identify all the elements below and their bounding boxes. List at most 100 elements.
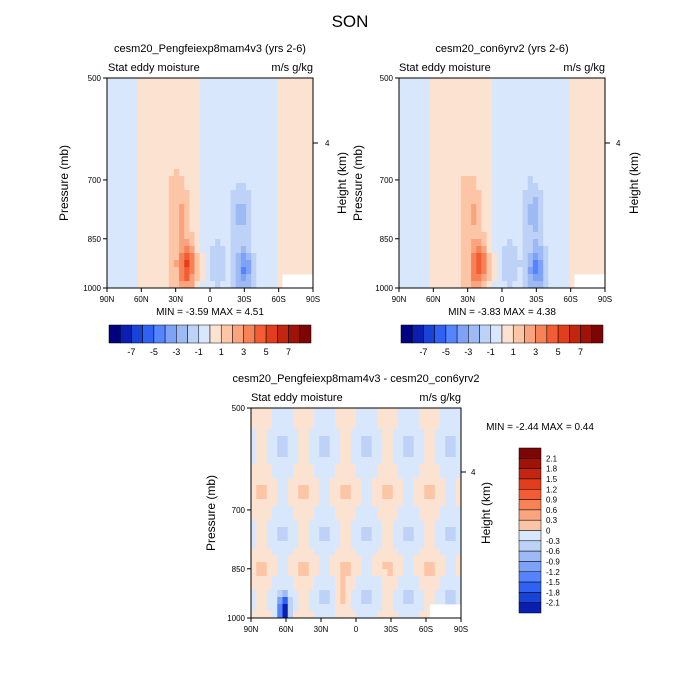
- field-cell: [303, 520, 310, 528]
- field-cell: [429, 127, 436, 135]
- field-cell: [568, 162, 575, 170]
- field-cell: [455, 225, 462, 233]
- field-cell: [399, 99, 405, 107]
- field-cell: [266, 78, 273, 86]
- field-cell: [251, 450, 257, 458]
- field-cell: [345, 478, 352, 486]
- field-cell: [512, 148, 518, 156]
- field-cell: [399, 232, 405, 240]
- field-cell: [455, 590, 462, 598]
- field-cell: [266, 457, 273, 465]
- field-cell: [225, 113, 231, 121]
- field-cell: [563, 176, 570, 184]
- field-cell: [568, 260, 575, 268]
- field-cell: [481, 281, 487, 289]
- field-cell: [122, 267, 128, 275]
- field-cell: [261, 485, 268, 493]
- field-cell: [434, 457, 441, 465]
- field-cell: [153, 183, 159, 191]
- field-cell: [137, 281, 144, 289]
- field-cell: [297, 211, 304, 219]
- field-cell: [548, 169, 554, 177]
- field-cell: [382, 548, 388, 556]
- field-cell: [189, 225, 195, 233]
- field-cell: [424, 176, 431, 184]
- field-cell: [215, 260, 221, 268]
- field-cell: [584, 127, 590, 135]
- field-cell: [543, 281, 549, 289]
- field-cell: [409, 246, 415, 254]
- field-cell: [143, 232, 149, 240]
- field-cell: [329, 499, 336, 507]
- field-cell: [356, 555, 362, 563]
- field-cell: [404, 211, 410, 219]
- field-cell: [476, 92, 482, 100]
- field-cell: [404, 155, 410, 163]
- field-cell: [532, 211, 539, 219]
- field-cell: [184, 92, 190, 100]
- field-cell: [409, 274, 415, 282]
- field-cell: [377, 492, 383, 500]
- field-cell: [256, 106, 262, 114]
- colorbar-label: 0.6: [546, 506, 558, 515]
- field-cell: [548, 176, 554, 184]
- field-cell: [440, 492, 446, 500]
- field-cell: [414, 169, 420, 177]
- field-cell: [403, 492, 409, 500]
- field-cell: [340, 569, 346, 577]
- field-cell: [445, 253, 451, 261]
- field-cell: [158, 232, 165, 240]
- field-cell: [225, 239, 231, 247]
- field-cell: [589, 190, 596, 198]
- field-cell: [589, 113, 596, 121]
- field-cell: [194, 211, 201, 219]
- field-cell: [568, 134, 575, 142]
- field-cell: [266, 183, 273, 191]
- field-cell: [251, 604, 257, 612]
- field-cell: [272, 534, 278, 542]
- field-cell: [486, 239, 493, 247]
- field-cell: [440, 478, 446, 486]
- field-cell: [204, 127, 211, 135]
- field-cell: [408, 562, 415, 570]
- field-cell: [481, 260, 487, 268]
- field-cell: [398, 597, 404, 605]
- field-cell: [153, 127, 159, 135]
- field-cell: [424, 541, 430, 549]
- field-cell: [532, 183, 539, 191]
- field-cell: [496, 127, 503, 135]
- field-cell: [408, 443, 415, 451]
- field-cell: [256, 534, 262, 542]
- field-cell: [256, 162, 262, 170]
- field-cell: [266, 99, 273, 107]
- field-cell: [335, 429, 341, 437]
- field-cell: [266, 415, 273, 423]
- field-cell: [371, 527, 378, 535]
- field-cell: [584, 92, 590, 100]
- field-cell: [429, 113, 436, 121]
- field-cell: [404, 197, 410, 205]
- field-cell: [168, 113, 175, 121]
- field-cell: [287, 183, 293, 191]
- field-cell: [445, 597, 451, 605]
- field-cell: [256, 92, 262, 100]
- field-cell: [277, 611, 283, 619]
- field-cell: [168, 99, 175, 107]
- field-cell: [189, 78, 195, 86]
- field-cell: [538, 197, 544, 205]
- field-cell: [179, 169, 185, 177]
- field-cell: [112, 281, 118, 289]
- field-cell: [599, 127, 606, 135]
- panel-2-units-label: m/s g/kg: [563, 62, 605, 74]
- field-cell: [235, 204, 242, 212]
- field-cell: [240, 148, 247, 156]
- field-cell: [471, 85, 477, 93]
- field-cell: [599, 260, 606, 268]
- field-cell: [579, 211, 585, 219]
- field-cell: [512, 239, 518, 247]
- field-cell: [476, 141, 482, 149]
- field-cell: [455, 85, 462, 93]
- field-cell: [189, 183, 195, 191]
- field-cell: [235, 281, 242, 289]
- field-cell: [409, 239, 415, 247]
